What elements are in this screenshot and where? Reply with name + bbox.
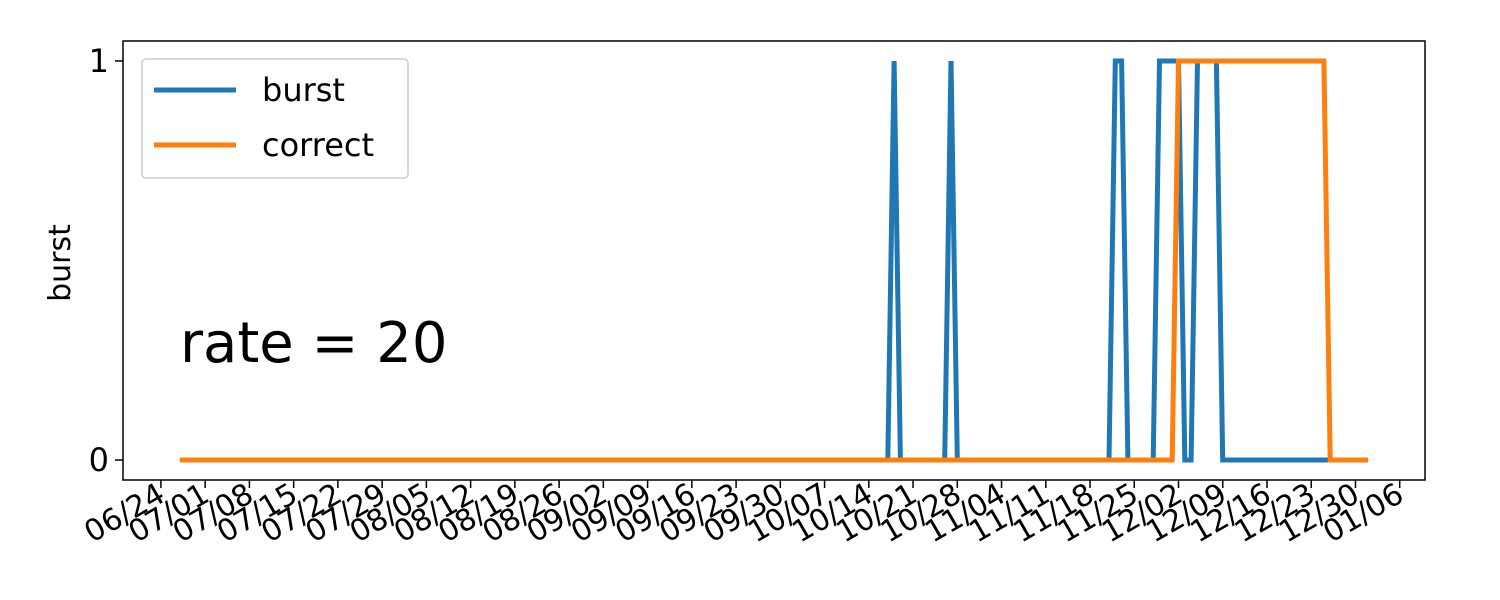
series-lines (179, 58, 1369, 463)
y-axis: 01 (89, 42, 123, 479)
y-tick-label: 1 (89, 42, 109, 80)
legend-label-burst: burst (262, 71, 345, 109)
rate-annotation: rate = 20 (180, 311, 448, 376)
series-line-correct (179, 58, 1369, 463)
y-axis-label: burst (43, 224, 78, 302)
y-tick-label: 0 (89, 441, 109, 479)
legend-label-correct: correct (262, 126, 374, 164)
x-axis: 06/2407/0107/0807/1507/2207/2908/0508/12… (79, 477, 1410, 551)
legend: burst correct (141, 58, 409, 179)
